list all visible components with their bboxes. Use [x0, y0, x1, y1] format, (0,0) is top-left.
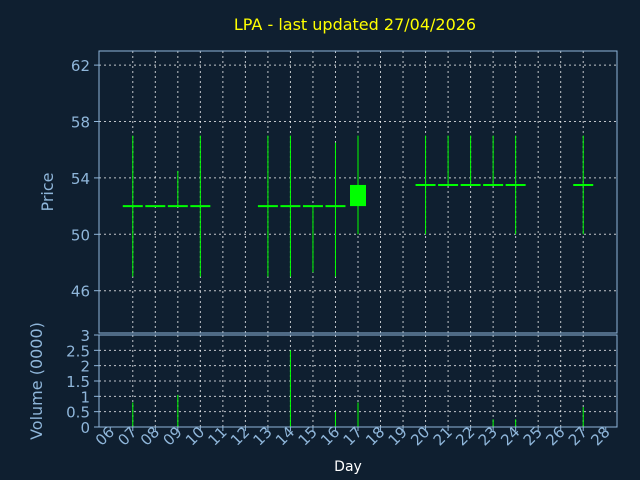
price-tick-label: 62: [71, 57, 90, 75]
price-axis: 46 50 54 58 62: [71, 57, 99, 301]
price-candles: [122, 135, 594, 277]
price-plot-frame: [98, 50, 618, 334]
x-axis: 0607080910111213141516171819202122232425…: [92, 423, 614, 449]
price-tick-label: 54: [71, 170, 90, 188]
candle-body: [350, 184, 366, 207]
volume-tick-label: 2.5: [66, 342, 90, 360]
chart-title: LPA - last updated 27/04/2026: [234, 15, 476, 34]
volume-tick-label: 0: [80, 419, 90, 437]
price-tick-label: 46: [71, 283, 90, 301]
volume-tick-label: 0.5: [66, 404, 90, 422]
volume-axis: 00.511.522.53: [66, 327, 99, 437]
x-axis-label: Day: [334, 459, 362, 475]
price-tick-label: 58: [71, 114, 90, 132]
volume-tick-label: 3: [80, 327, 90, 345]
volume-tick-label: 1: [80, 388, 90, 406]
volume-bars: [132, 350, 584, 427]
volume-gridlines: [99, 335, 617, 427]
volume-axis-label: Volume (0000): [27, 322, 46, 440]
volume-tick-label: 2: [80, 358, 90, 376]
price-tick-label: 50: [71, 226, 90, 244]
volume-tick-label: 1.5: [66, 373, 90, 391]
price-axis-label: Price: [38, 172, 57, 211]
